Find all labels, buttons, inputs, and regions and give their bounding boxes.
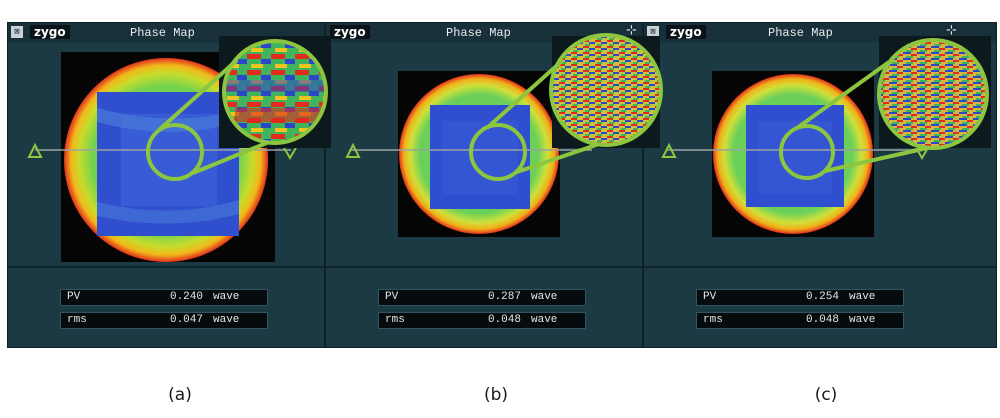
phase-map-image: [398, 71, 560, 237]
window-title: Phase Map: [446, 26, 511, 40]
rms-label: rms: [67, 314, 87, 326]
title-bar: zygo Phase Map ⊹: [326, 23, 642, 42]
rms-readout: rms 0.047 wave: [60, 312, 268, 329]
rms-unit: wave: [213, 314, 240, 326]
phase-map-strip: ⊠ zygo Phase Map: [7, 22, 997, 348]
pin-icon[interactable]: ⊹: [946, 23, 957, 38]
phase-map-surface: [399, 74, 559, 234]
title-bar: ⊠ zygo Phase Map ⊹: [644, 23, 996, 42]
rms-value: 0.048: [805, 314, 839, 326]
pv-value: 0.254: [805, 291, 839, 303]
rms-label: rms: [385, 314, 405, 326]
zygo-logo: zygo: [30, 25, 70, 39]
pv-value: 0.287: [487, 291, 521, 303]
rms-unit: wave: [531, 314, 558, 326]
rms-value: 0.048: [487, 314, 521, 326]
phase-map-window-a: ⊠ zygo Phase Map: [7, 22, 325, 348]
separator: [326, 266, 642, 268]
phase-map-image: [61, 52, 275, 262]
window-title: Phase Map: [768, 26, 833, 40]
pv-label: PV: [385, 291, 399, 303]
caption-b: (b): [483, 385, 509, 405]
pv-readout: PV 0.240 wave: [60, 289, 268, 306]
zygo-logo: zygo: [330, 25, 370, 39]
pv-unit: wave: [531, 291, 558, 303]
caption-c: (c): [814, 385, 838, 405]
rms-readout: rms 0.048 wave: [378, 312, 586, 329]
pv-readout: PV 0.254 wave: [696, 289, 904, 306]
pv-value: 0.240: [169, 291, 203, 303]
close-box-icon[interactable]: ⊠: [11, 26, 23, 38]
separator: [8, 266, 324, 268]
pv-readout: PV 0.287 wave: [378, 289, 586, 306]
caption-a: (a): [168, 385, 192, 405]
phase-map-surface: [64, 58, 268, 262]
rms-label: rms: [703, 314, 723, 326]
pv-unit: wave: [213, 291, 240, 303]
pv-label: PV: [67, 291, 81, 303]
window-title: Phase Map: [130, 26, 195, 40]
rms-unit: wave: [849, 314, 876, 326]
pin-icon[interactable]: ⊹: [626, 23, 637, 38]
phase-map-window-b: zygo Phase Map ⊹: [325, 22, 643, 348]
pv-label: PV: [703, 291, 717, 303]
pv-unit: wave: [849, 291, 876, 303]
rms-value: 0.047: [169, 314, 203, 326]
rms-readout: rms 0.048 wave: [696, 312, 904, 329]
separator: [644, 266, 996, 268]
close-box-icon[interactable]: ⊠: [647, 26, 659, 38]
phase-map-surface: [713, 74, 873, 234]
zygo-logo: zygo: [666, 25, 706, 39]
phase-map-window-c: ⊠ zygo Phase Map ⊹: [643, 22, 997, 348]
phase-map-image: [712, 71, 874, 237]
title-bar: ⊠ zygo Phase Map: [8, 23, 324, 42]
